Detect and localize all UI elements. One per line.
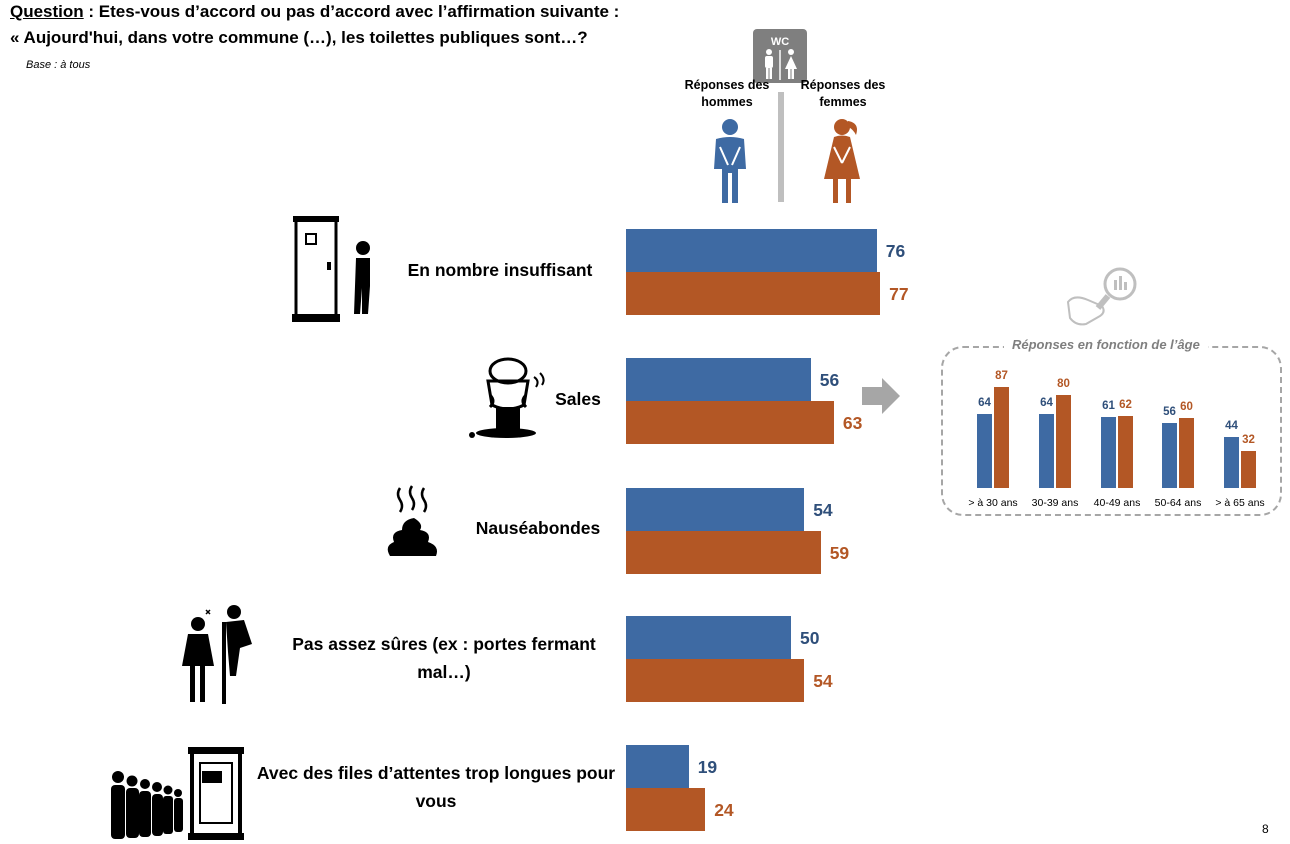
category-label-1: En nombre insuffisant [407, 260, 593, 280]
value-label-men-4: 50 [800, 627, 820, 648]
age-bar-men-5 [1224, 436, 1239, 488]
magnifier-chart-icon [1066, 267, 1137, 326]
woman-icon [824, 119, 860, 203]
age-bar-men-4 [1162, 423, 1177, 488]
age-bar-men-3 [1101, 417, 1116, 488]
question-text: : Etes-vous d’accord ou pas d’accord ave… [83, 2, 620, 21]
age-bar-men-2 [1039, 413, 1054, 488]
wc-sign-icon: WC [753, 29, 807, 83]
category-label-5: Avec des files d’attentes trop longues p… [256, 763, 616, 811]
portable-toilet-icon [292, 216, 370, 322]
value-label-women-1: 77 [889, 283, 909, 304]
category-label-4: Pas assez sûres (ex : portes fermant mal… [292, 634, 596, 682]
age-category-label-3: 40-49 ans [1093, 497, 1141, 509]
category-label-3: Nauséabondes [475, 518, 601, 538]
bar-men-2 [626, 358, 811, 401]
arrow-right-icon [862, 378, 900, 414]
age-value-men-4: 56 [1163, 406, 1176, 419]
bar-women-1 [626, 272, 881, 315]
value-label-men-1: 76 [885, 240, 906, 261]
value-label-women-3: 59 [829, 542, 850, 563]
dirty-toilet-icon [469, 357, 545, 438]
legend-men: Réponses des hommes [684, 78, 770, 109]
age-value-women-2: 80 [1057, 378, 1070, 391]
bar-men-5 [626, 745, 689, 788]
age-value-men-1: 64 [978, 396, 991, 409]
value-label-men-3: 54 [813, 499, 833, 520]
man-icon [714, 119, 746, 203]
age-value-women-5: 32 [1242, 433, 1255, 446]
value-label-women-5: 24 [714, 799, 734, 820]
question-label: Question [10, 2, 84, 21]
bar-women-4 [626, 659, 805, 702]
bar-women-2 [626, 401, 834, 444]
peeping-man-icon [182, 605, 252, 704]
value-label-women-2: 63 [842, 412, 863, 433]
value-label-women-4: 54 [813, 670, 833, 691]
wc-divider [778, 92, 784, 202]
base-note: Base : à tous [26, 59, 91, 71]
age-value-women-1: 87 [995, 370, 1008, 383]
bar-men-3 [626, 488, 805, 531]
age-value-women-4: 60 [1180, 401, 1193, 414]
value-label-men-2: 56 [819, 369, 840, 390]
age-category-label-1: > à 30 ans [968, 497, 1018, 509]
age-category-label-5: > à 65 ans [1215, 497, 1265, 509]
age-value-men-3: 61 [1102, 400, 1115, 413]
bar-men-1 [626, 229, 877, 272]
age-value-women-3: 62 [1119, 399, 1132, 412]
bar-women-3 [626, 531, 821, 574]
age-bar-women-5 [1241, 450, 1256, 488]
age-value-men-2: 64 [1040, 396, 1053, 409]
question-line-2: « Aujourd'hui, dans votre commune (…), l… [10, 28, 588, 47]
queue-icon [111, 747, 244, 840]
page-number: 8 [1262, 822, 1269, 836]
age-category-label-4: 50-64 ans [1154, 497, 1202, 509]
category-label-2: Sales [555, 389, 601, 409]
legend-women: Réponses des femmes [800, 78, 886, 109]
age-category-label-2: 30-39 ans [1031, 497, 1079, 509]
age-bar-women-4 [1179, 418, 1194, 488]
smelly-poop-icon [387, 485, 437, 556]
bar-women-5 [626, 788, 706, 831]
age-bar-men-1 [977, 413, 992, 488]
age-value-men-5: 44 [1225, 419, 1238, 432]
age-chart-title: Réponses en fonction de l’âge [1004, 337, 1208, 352]
question-line-1: Question : Etes-vous d’accord ou pas d’a… [10, 2, 619, 22]
bar-men-4 [626, 616, 791, 659]
wc-sign-text: WC [771, 36, 789, 48]
value-label-men-5: 19 [697, 756, 718, 777]
age-bar-women-3 [1118, 416, 1133, 488]
age-bar-women-2 [1056, 395, 1071, 488]
age-bar-women-1 [994, 387, 1009, 488]
